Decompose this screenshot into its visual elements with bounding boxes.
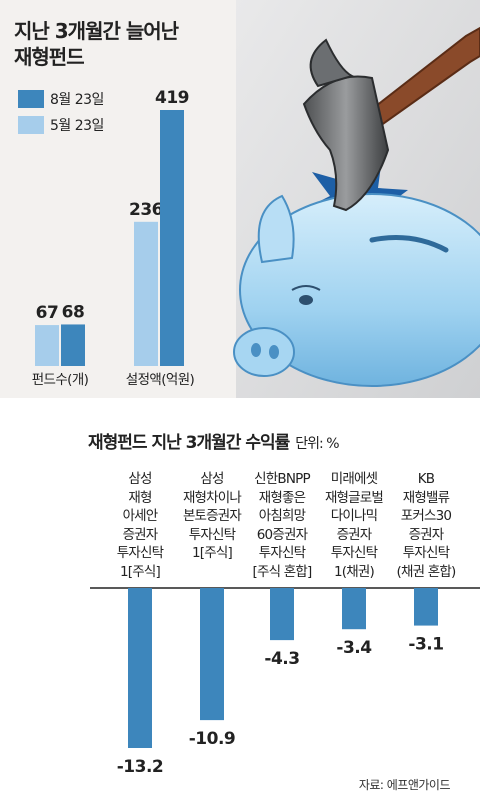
top-value-label-1-0: 236 bbox=[129, 200, 163, 220]
fund-label-line: 60증권자 bbox=[256, 526, 308, 543]
legend-swatch-may bbox=[18, 116, 44, 134]
fund-label-line: 증권자 bbox=[336, 526, 373, 543]
top-value-label-1-1: 419 bbox=[155, 88, 189, 108]
legend: 8월 23일 5월 23일 bbox=[18, 88, 104, 140]
top-category-label-1: 설정액(억원) bbox=[126, 372, 195, 388]
fund-label-line: 다이나믹 bbox=[330, 508, 378, 524]
bottom-value-label-3: -3.4 bbox=[336, 638, 372, 658]
top-chart-title: 지난 3개월간 늘어난 재형펀드 bbox=[14, 19, 179, 69]
fund-label-line: 1[주식] bbox=[120, 563, 161, 580]
fund-label-line: 신한BNPP bbox=[254, 471, 310, 487]
fund-label-line: 아세안 bbox=[122, 508, 159, 524]
fund-label-line: 증권자 bbox=[408, 526, 445, 543]
bottom-value-label-4: -3.1 bbox=[408, 635, 443, 655]
top-value-label-0-0: 67 bbox=[36, 303, 59, 323]
fund-label-line: 재형 bbox=[128, 489, 152, 506]
fund-label-line: 1[주식] bbox=[192, 545, 233, 561]
fund-label-line: 투자신탁 bbox=[188, 526, 236, 543]
fund-label-line: 재형차이나 bbox=[182, 489, 242, 506]
bottom-chart-title: 재형펀드 지난 3개월간 수익률 단위: % bbox=[88, 433, 340, 453]
fund-label-line: 미래에셋 bbox=[330, 471, 378, 487]
bottom-bar-4 bbox=[414, 588, 438, 626]
top-bar-0-1 bbox=[61, 324, 85, 366]
fund-label-line: [주식 혼합] bbox=[252, 563, 313, 580]
fund-label-line: 투자신탁 bbox=[330, 545, 378, 561]
top-value-label-0-1: 68 bbox=[62, 302, 85, 322]
fund-label-line: 본토증권자 bbox=[182, 508, 242, 524]
fund-label-line: 재형밸류 bbox=[402, 489, 450, 506]
top-bar-1-0 bbox=[134, 221, 158, 366]
fund-label-line: (채권 혼합) bbox=[396, 563, 457, 580]
fund-label-line: 재형좋은 bbox=[258, 489, 306, 506]
piggy-bank-and-hammer-icon bbox=[233, 0, 480, 398]
fund-label-line: 아침희망 bbox=[258, 508, 306, 524]
bottom-bar-3 bbox=[342, 588, 366, 630]
top-bar-1-1 bbox=[160, 110, 184, 366]
bottom-value-label-0: -13.2 bbox=[117, 757, 164, 777]
bottom-bar-2 bbox=[270, 588, 294, 641]
fund-label-line: 재형글로벌 bbox=[324, 489, 384, 506]
fund-label-line: 1(채권) bbox=[334, 563, 375, 580]
top-bar-0-0 bbox=[35, 325, 59, 366]
fund-label-line: 삼성 bbox=[200, 471, 224, 487]
bottom-bar-0 bbox=[128, 588, 152, 748]
bottom-value-label-2: -4.3 bbox=[264, 649, 299, 669]
fund-label-line: 포커스30 bbox=[400, 508, 452, 524]
legend-item-may: 5월 23일 bbox=[18, 114, 104, 136]
fund-label-line: 삼성 bbox=[128, 471, 152, 487]
fund-label-line: 투자신탁 bbox=[258, 545, 306, 561]
top-category-label-0: 펀드수(개) bbox=[32, 372, 89, 388]
legend-item-aug: 8월 23일 bbox=[18, 88, 104, 110]
fund-label-line: 증권자 bbox=[122, 526, 159, 543]
legend-swatch-aug bbox=[18, 90, 44, 108]
fund-label-line: 투자신탁 bbox=[116, 545, 164, 561]
unit-label: 단위: % bbox=[295, 436, 339, 452]
fund-label-line: KB bbox=[417, 471, 435, 487]
bottom-bar-1 bbox=[200, 588, 224, 721]
top-bar-chart: 67 236 68 419 펀드수(개) 설정액(억원) bbox=[32, 88, 195, 388]
bottom-value-label-1: -10.9 bbox=[189, 729, 236, 749]
fund-label-line: 투자신탁 bbox=[402, 545, 450, 561]
source-label: 자료: 에프앤가이드 bbox=[358, 778, 451, 792]
